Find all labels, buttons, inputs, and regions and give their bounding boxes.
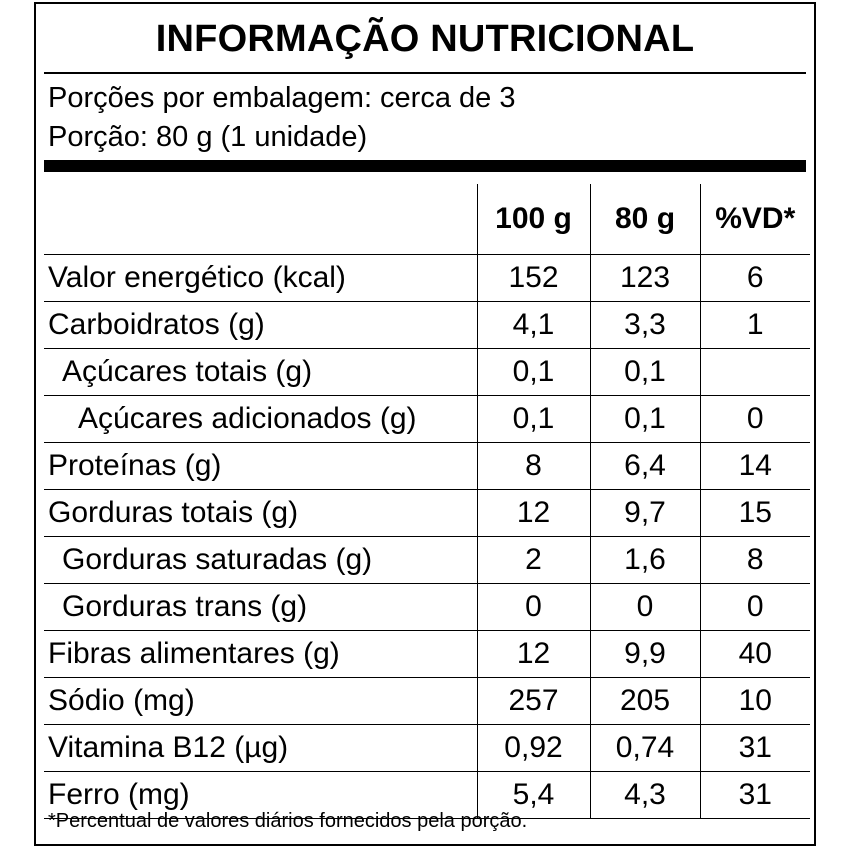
value-per-100g: 0,1 [476,348,590,396]
value-per-80g: 0,74 [589,724,700,772]
value-per-100g: 5,4 [476,771,590,819]
value-per-100g: 0,92 [476,724,590,772]
header-blank [44,184,477,255]
nutrient-name: Gorduras trans (g) [44,583,477,631]
value-per-100g: 257 [476,677,590,725]
value-daily-value: 31 [699,724,810,772]
header-per-100g: 100 g [476,184,590,255]
value-per-100g: 12 [476,630,590,678]
header-row: 100 g 80 g %VD* [44,184,810,255]
table-row: Açúcares adicionados (g) 0,1 0,1 0 [44,395,810,443]
serving-size: Porção: 80 g (1 unidade) [48,121,368,153]
value-daily-value: 31 [699,771,810,819]
value-daily-value: 10 [699,677,810,725]
table-row: Valor energético (kcal) 152 123 6 [44,254,810,302]
header-daily-value: %VD* [699,184,810,255]
footnote: *Percentual de valores diários fornecido… [48,810,528,832]
header-per-80g: 80 g [589,184,700,255]
nutrient-name: Açúcares adicionados (g) [44,395,477,443]
nutrient-name: Vitamina B12 (µg) [44,724,477,772]
value-per-80g: 4,3 [589,771,700,819]
label-title: INFORMAÇÃO NUTRICIONAL [155,18,695,60]
value-daily-value: 15 [699,489,810,537]
value-per-100g: 4,1 [476,301,590,349]
value-per-80g: 9,7 [589,489,700,537]
table-row: Gorduras totais (g) 12 9,7 15 [44,489,810,537]
value-per-100g: 152 [476,254,590,302]
nutrient-name: Gorduras totais (g) [44,489,477,537]
value-daily-value: 0 [699,583,810,631]
nutrient-name: Carboidratos (g) [44,301,477,349]
value-per-100g: 2 [476,536,590,584]
value-per-80g: 1,6 [589,536,700,584]
thick-divider [44,160,806,172]
nutrient-name: Valor energético (kcal) [44,254,477,302]
value-per-80g: 3,3 [589,301,700,349]
table-row: Sódio (mg) 257 205 10 [44,677,810,725]
table-row: Fibras alimentares (g) 12 9,9 40 [44,630,810,678]
table-row: Gorduras trans (g) 0 0 0 [44,583,810,631]
value-per-100g: 0 [476,583,590,631]
value-per-100g: 12 [476,489,590,537]
table-row: Açúcares totais (g) 0,1 0,1 [44,348,810,396]
value-per-80g: 0,1 [589,395,700,443]
nutrition-table: 100 g 80 g %VD* Valor energético (kcal) … [44,184,810,819]
nutrient-name: Proteínas (g) [44,442,477,490]
value-per-100g: 8 [476,442,590,490]
nutrient-name: Ferro (mg) [44,771,477,819]
value-daily-value: 40 [699,630,810,678]
value-daily-value: 0 [699,395,810,443]
table-row: Ferro (mg) 5,4 4,3 31 [44,771,810,819]
servings-per-package: Porções por embalagem: cerca de 3 [48,82,516,114]
value-daily-value: 6 [699,254,810,302]
nutrition-facts-label: INFORMAÇÃO NUTRICIONAL Porções por embal… [34,2,816,846]
value-daily-value: 1 [699,301,810,349]
value-per-80g: 0,1 [589,348,700,396]
value-per-80g: 123 [589,254,700,302]
table-row: Carboidratos (g) 4,1 3,3 1 [44,301,810,349]
nutrient-name: Açúcares totais (g) [44,348,477,396]
nutrient-name: Fibras alimentares (g) [44,630,477,678]
title-divider [44,72,806,74]
value-per-80g: 6,4 [589,442,700,490]
table-row: Proteínas (g) 8 6,4 14 [44,442,810,490]
value-per-80g: 205 [589,677,700,725]
table-row: Vitamina B12 (µg) 0,92 0,74 31 [44,724,810,772]
value-daily-value [699,348,810,396]
nutrient-name: Sódio (mg) [44,677,477,725]
value-per-80g: 9,9 [589,630,700,678]
value-per-80g: 0 [589,583,700,631]
value-daily-value: 8 [699,536,810,584]
table-row: Gorduras saturadas (g) 2 1,6 8 [44,536,810,584]
nutrient-name: Gorduras saturadas (g) [44,536,477,584]
value-per-100g: 0,1 [476,395,590,443]
value-daily-value: 14 [699,442,810,490]
